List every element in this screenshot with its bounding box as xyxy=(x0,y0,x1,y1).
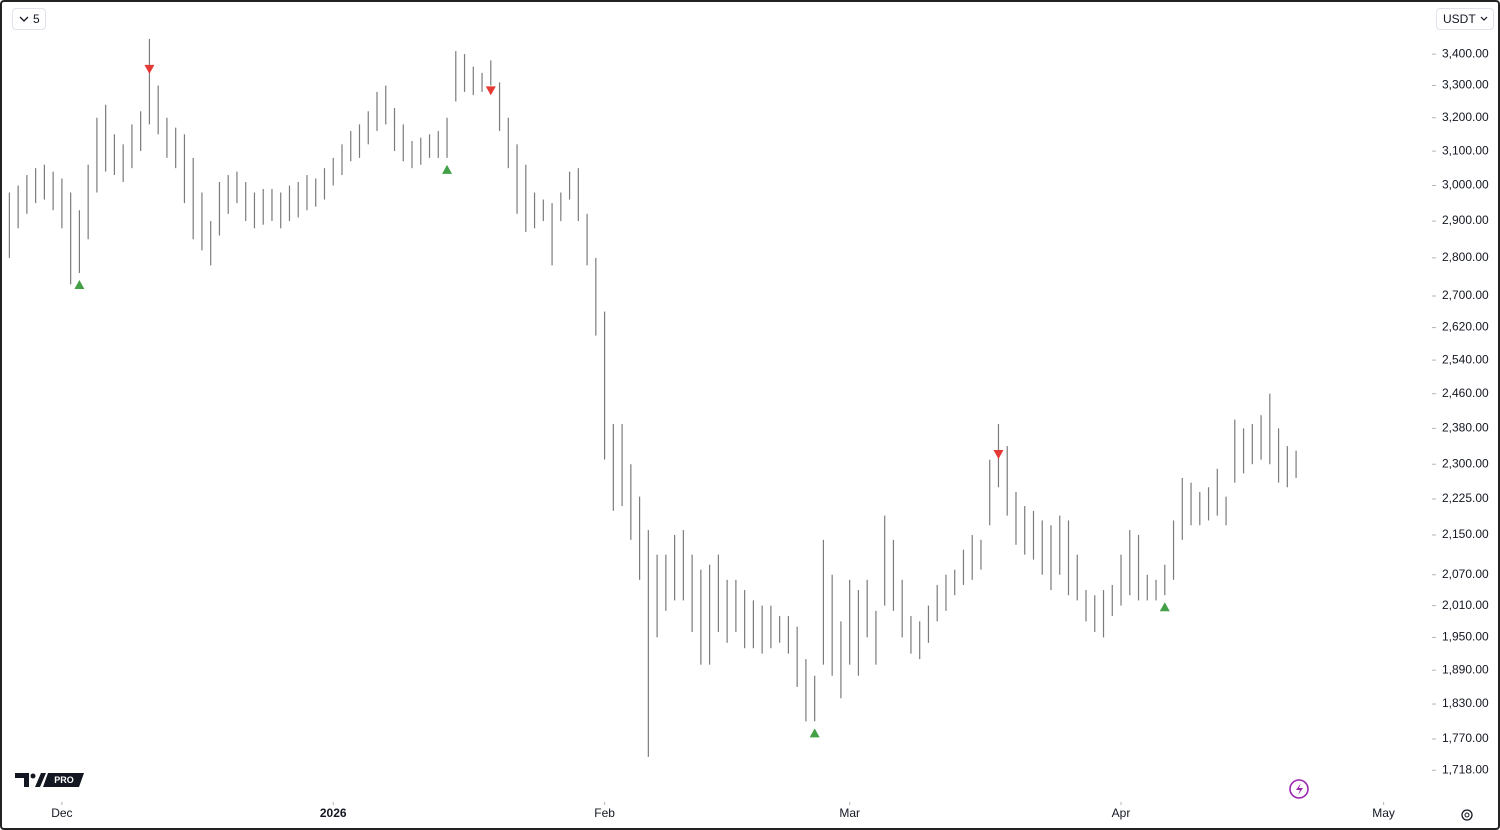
y-tick-label: 2,225.00 xyxy=(1442,491,1489,505)
y-tick-label: 3,100.00 xyxy=(1442,143,1489,157)
y-tick-label: 2,700.00 xyxy=(1442,288,1489,302)
y-tick-label: 1,890.00 xyxy=(1442,662,1489,676)
y-tick-label: 1,770.00 xyxy=(1442,731,1489,745)
sell-signal xyxy=(144,64,155,74)
y-tick-label: 2,010.00 xyxy=(1442,598,1489,612)
y-tick-label: 3,400.00 xyxy=(1442,46,1489,60)
currency-label: USDT xyxy=(1443,12,1476,26)
y-tick-label: 2,150.00 xyxy=(1442,527,1489,541)
tv-logo: PRO xyxy=(15,773,84,787)
y-tick-label: 2,070.00 xyxy=(1442,567,1489,581)
lightning-button[interactable] xyxy=(1289,779,1309,799)
x-tick-label: 2026 xyxy=(320,806,347,820)
y-tick-label: 2,380.00 xyxy=(1442,421,1489,435)
x-tick-label: Dec xyxy=(51,806,72,820)
y-tick-label: 3,200.00 xyxy=(1442,110,1489,124)
chevron-icon xyxy=(1480,16,1488,21)
buy-signal xyxy=(74,279,85,289)
y-tick-label: 2,300.00 xyxy=(1442,456,1489,470)
sell-signal xyxy=(485,86,496,96)
y-tick-label: 1,950.00 xyxy=(1442,630,1489,644)
y-tick-label: 3,300.00 xyxy=(1442,78,1489,92)
y-tick-label: 2,620.00 xyxy=(1442,320,1489,334)
y-tick-label: 1,718.00 xyxy=(1442,762,1489,776)
y-tick-label: 3,000.00 xyxy=(1442,178,1489,192)
sell-signal xyxy=(993,449,1004,459)
settings-button[interactable] xyxy=(1461,809,1473,821)
x-tick-label: Feb xyxy=(594,806,615,820)
y-tick-label: 2,540.00 xyxy=(1442,352,1489,366)
y-tick-label: 2,900.00 xyxy=(1442,213,1489,227)
buy-signal xyxy=(809,728,820,738)
y-tick-label: 2,460.00 xyxy=(1442,386,1489,400)
x-tick-label: Mar xyxy=(839,806,860,820)
interval-button[interactable]: 5 xyxy=(12,8,46,30)
y-tick-label: 2,800.00 xyxy=(1442,250,1489,264)
interval-label: 5 xyxy=(33,12,40,26)
chevron-icon xyxy=(19,16,29,22)
x-tick-label: Apr xyxy=(1112,806,1131,820)
x-tick-label: May xyxy=(1372,806,1395,820)
logo-badge: PRO xyxy=(54,775,74,785)
buy-signal xyxy=(442,164,453,174)
y-tick-label: 1,830.00 xyxy=(1442,696,1489,710)
buy-signal xyxy=(1159,602,1170,612)
currency-button[interactable]: USDT xyxy=(1436,8,1494,30)
